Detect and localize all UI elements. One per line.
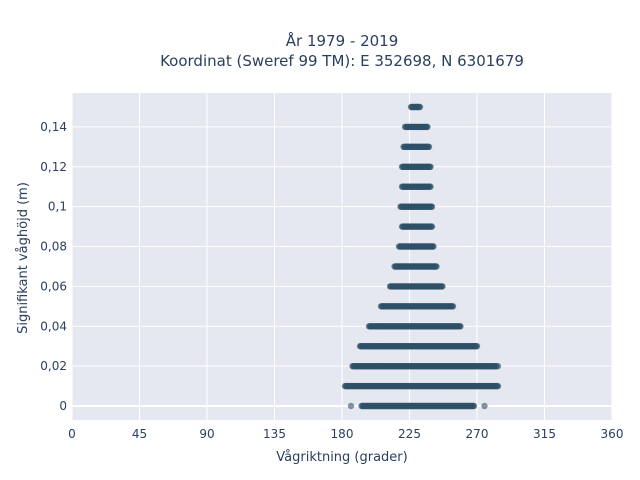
data-point <box>439 283 446 290</box>
data-point <box>470 402 478 410</box>
y-axis-label: Signifikant våghöjd (m) <box>16 182 31 334</box>
y-tick-label: 0,1 <box>48 200 67 214</box>
x-tick-label: 180 <box>331 427 354 441</box>
data-point <box>425 143 433 150</box>
x-tick-label: 45 <box>132 427 147 441</box>
chart-title-line-1: År 1979 - 2019 <box>286 31 399 50</box>
y-tick-label: 0,08 <box>40 240 67 254</box>
data-point <box>347 402 355 410</box>
data-point <box>424 123 431 131</box>
data-point <box>428 203 436 210</box>
data-point <box>427 163 434 170</box>
x-tick-label: 225 <box>398 427 421 441</box>
y-tick-label: 0,12 <box>40 160 67 174</box>
data-point <box>473 343 481 350</box>
data-point <box>494 382 502 390</box>
y-axis-ticks: 0 0,02 0,04 0,06 0,08 0,1 0,12 0,14 <box>40 120 67 413</box>
x-tick-label: 90 <box>199 427 214 441</box>
x-tick-label: 315 <box>533 427 556 441</box>
data-point <box>481 402 488 410</box>
data-point <box>449 303 457 310</box>
x-tick-label: 135 <box>263 427 286 441</box>
chart-title-line-2: Koordinat (Sweref 99 TM): E 352698, N 63… <box>160 52 524 70</box>
data-point <box>416 103 424 111</box>
data-point <box>430 243 437 250</box>
x-tick-label: 270 <box>466 427 489 441</box>
x-axis-label: Vågriktning (grader) <box>276 450 407 465</box>
x-axis-ticks: 0 45 90 135 180 225 270 315 360 <box>68 427 623 441</box>
y-tick-label: 0,06 <box>40 279 67 293</box>
x-tick-label: 360 <box>601 427 624 441</box>
y-tick-label: 0,04 <box>40 319 67 333</box>
data-point <box>433 263 440 270</box>
data-point <box>457 323 464 330</box>
y-tick-label: 0,14 <box>40 120 67 134</box>
x-tick-label: 0 <box>68 427 76 441</box>
data-point <box>494 363 502 370</box>
data-point <box>427 183 434 190</box>
data-points <box>341 103 502 410</box>
y-tick-label: 0 <box>59 399 67 413</box>
y-tick-label: 0,02 <box>40 359 67 373</box>
data-point <box>428 223 436 230</box>
